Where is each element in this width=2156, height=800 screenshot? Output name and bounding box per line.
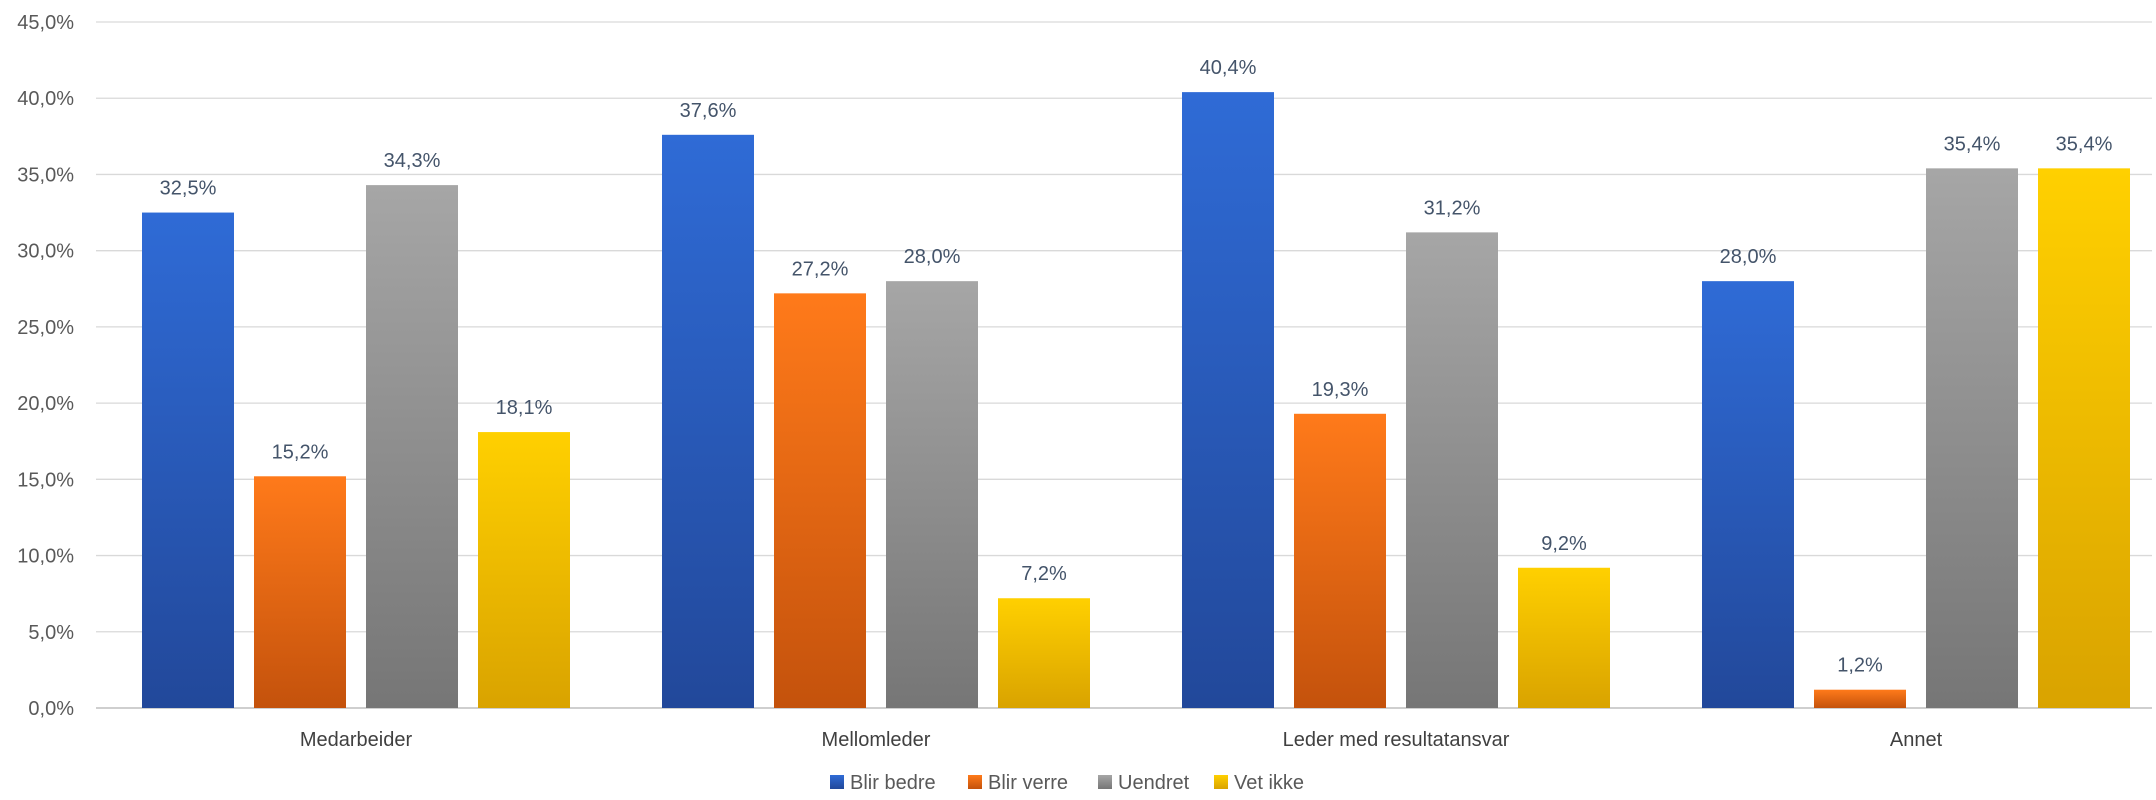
bar-blir-bedre-medarbeider — [142, 212, 234, 709]
data-label: 28,0% — [904, 246, 961, 268]
bar-blir-verre-mellomleder — [774, 293, 866, 708]
bar-uendret-medarbeider — [366, 185, 458, 709]
y-tick-label: 30,0% — [17, 241, 74, 263]
bar-blir-verre-leder-med-resultatansvar — [1294, 413, 1386, 708]
x-axis-category-labels: Medarbeider Mellomleder Leder med resultat… — [300, 729, 1943, 751]
legend-item: Vet ikke — [1214, 772, 1304, 794]
legend: Blir bedre Blir verre Uendret Vet ikke — [830, 772, 1304, 794]
legend-item: Uendret — [1098, 772, 1190, 794]
legend-label: Vet ikke — [1234, 772, 1304, 794]
bar-vet-ikke-medarbeider — [478, 432, 570, 708]
legend-swatch — [1214, 775, 1228, 789]
bar-blir-bedre-leder-med-resultatansvar — [1182, 92, 1274, 708]
y-tick-label: 40,0% — [17, 88, 74, 110]
data-label: 27,2% — [792, 258, 849, 280]
y-tick-label: 0,0% — [28, 698, 74, 720]
category-label: Medarbeider — [300, 729, 413, 751]
bar-uendret-mellomleder — [886, 281, 978, 708]
category-label: Mellomleder — [822, 729, 931, 751]
y-tick-label: 45,0% — [17, 12, 74, 34]
y-tick-label: 35,0% — [17, 164, 74, 186]
category-label: Leder med resultatansvar — [1283, 729, 1510, 751]
bar-blir-verre-annet — [1814, 689, 1906, 708]
bar-uendret-annet — [1926, 168, 2018, 708]
y-tick-label: 10,0% — [17, 546, 74, 568]
bar-uendret-leder-med-resultatansvar — [1406, 232, 1498, 708]
legend-swatch — [830, 775, 844, 789]
y-tick-label: 15,0% — [17, 469, 74, 491]
bars — [142, 92, 2130, 709]
data-label: 31,2% — [1424, 197, 1481, 219]
legend-swatch — [1098, 775, 1112, 789]
data-label: 1,2% — [1837, 655, 1883, 677]
data-label: 9,2% — [1541, 533, 1587, 555]
legend-label: Uendret — [1118, 772, 1190, 794]
data-label: 40,4% — [1200, 57, 1257, 79]
data-label: 19,3% — [1312, 379, 1369, 401]
data-label: 7,2% — [1021, 563, 1067, 585]
data-label: 35,4% — [2056, 133, 2113, 155]
data-label: 15,2% — [272, 441, 329, 463]
category-label: Annet — [1890, 729, 1943, 751]
legend-item: Blir bedre — [830, 772, 936, 794]
y-tick-label: 5,0% — [28, 622, 74, 644]
legend-label: Blir bedre — [850, 772, 936, 794]
legend-item: Blir verre — [968, 772, 1068, 794]
data-label: 32,5% — [160, 178, 217, 200]
bar-blir-verre-medarbeider — [254, 476, 346, 708]
bar-blir-bedre-mellomleder — [662, 134, 754, 708]
y-tick-label: 25,0% — [17, 317, 74, 339]
data-label: 34,3% — [384, 150, 441, 172]
bar-vet-ikke-leder-med-resultatansvar — [1518, 567, 1610, 708]
y-axis-tick-labels: 0,0% 5,0% 10,0% 15,0% 20,0% 25,0% 30,0% 35,0% 40… — [17, 12, 74, 720]
data-label: 35,4% — [1944, 133, 2001, 155]
data-label: 28,0% — [1720, 246, 1777, 268]
bar-blir-bedre-annet — [1702, 281, 1794, 708]
data-label: 18,1% — [496, 397, 553, 419]
bar-vet-ikke-mellomleder — [998, 598, 1090, 708]
bar-vet-ikke-annet — [2038, 168, 2130, 708]
y-tick-label: 20,0% — [17, 393, 74, 415]
legend-swatch — [968, 775, 982, 789]
legend-label: Blir verre — [988, 772, 1068, 794]
data-label: 37,6% — [680, 100, 737, 122]
data-labels: 32,5% 15,2% 34,3% 18,1% 37,6% 27,2% 28,0% 7,2% 4… — [160, 57, 2113, 677]
